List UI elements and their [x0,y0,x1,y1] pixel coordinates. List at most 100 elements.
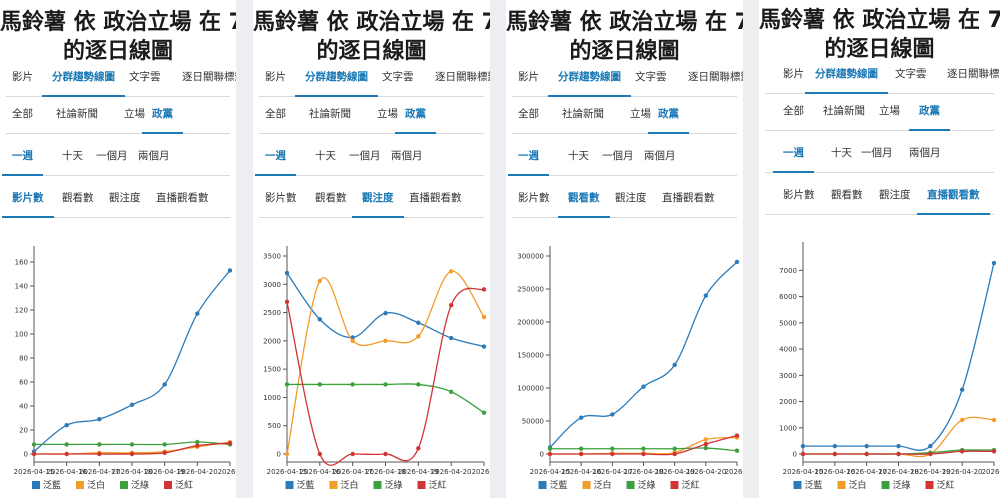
tab-label: 文字雲 [895,68,927,80]
data-point-泛紅 [383,451,388,457]
legend-label-泛白: 泛白 [87,479,105,491]
tab-category-4[interactable]: 政黨 [142,100,183,134]
tab-category-3[interactable]: 立場 [373,100,402,134]
x-tick-label: 2026-04-20 [177,468,218,476]
y-tick-label: 2000 [263,337,281,345]
tab-period-1[interactable]: 一週 [773,139,814,173]
tab-view-1[interactable]: 影片 [8,63,37,97]
tab-category-4[interactable]: 政黨 [909,97,950,131]
title-line-1: 馬鈴薯 依 政治立場 在 7天 [759,8,1000,33]
tab-category-1[interactable]: 全部 [779,97,808,131]
tab-view-1[interactable]: 影片 [261,63,290,97]
tab-category-4[interactable]: 政黨 [395,100,436,134]
tab-period-3[interactable]: 一個月 [92,142,132,176]
tab-divider [6,133,230,134]
tab-category-2[interactable]: 社論新聞 [52,100,102,134]
tab-view-3[interactable]: 文字雲 [891,60,931,94]
y-tick-label: 80 [19,355,28,363]
metric-tabs: 影片數 觀看數 觀注度 直播觀看數 [765,181,1000,215]
tab-label: 影片數 [518,192,550,204]
tab-metric-3[interactable]: 觀注度 [611,184,651,218]
tab-metric-2[interactable]: 觀看數 [311,184,351,218]
y-tick-label: 250000 [517,286,544,294]
tab-label: 影片數 [783,189,815,201]
legend-swatch-泛紅 [164,481,172,489]
tab-metric-4[interactable]: 直播觀看數 [152,184,213,218]
tab-metric-3[interactable]: 觀注度 [105,184,145,218]
tab-view-3[interactable]: 文字雲 [631,63,671,97]
x-tick-label: 2026-04-16 [46,468,87,476]
tab-view-1[interactable]: 影片 [779,60,808,94]
tab-category-3[interactable]: 立場 [120,100,149,134]
tab-label: 全部 [783,105,804,117]
tab-metric-2[interactable]: 觀看數 [827,181,867,215]
tab-period-1[interactable]: 一週 [255,142,296,176]
tab-view-3[interactable]: 文字雲 [378,63,418,97]
tab-metric-2[interactable]: 觀看數 [58,184,98,218]
tab-category-4[interactable]: 政黨 [648,100,689,134]
tab-metric-2[interactable]: 觀看數 [558,184,610,218]
x-tick-label: 2026-04-15 [530,468,571,476]
legend-swatch-泛紅 [417,481,426,489]
tab-label: 社論新聞 [823,105,865,117]
tab-metric-4[interactable]: 直播觀看數 [405,184,466,218]
tab-period-1[interactable]: 一週 [508,142,549,176]
tab-period-3[interactable]: 一個月 [857,139,897,173]
tab-view-1[interactable]: 影片 [514,63,543,97]
tab-category-2[interactable]: 社論新聞 [558,100,608,134]
tab-category-1[interactable]: 全部 [261,100,290,134]
tab-category-2[interactable]: 社論新聞 [819,97,869,131]
tab-metric-1[interactable]: 影片數 [779,181,819,215]
tab-period-3[interactable]: 一個月 [598,142,638,176]
tab-metric-3[interactable]: 觀注度 [352,184,404,218]
data-point-泛紅 [703,441,709,447]
tab-label: 全部 [12,108,33,120]
tab-label: 政黨 [919,105,940,117]
tab-category-3[interactable]: 立場 [875,97,904,131]
data-point-泛藍 [162,382,167,387]
tab-category-2[interactable]: 社論新聞 [305,100,355,134]
tab-period-2[interactable]: 十天 [827,139,856,173]
tab-period-4[interactable]: 兩個月 [640,142,680,176]
data-point-泛綠 [97,442,102,447]
y-tick-label: 1500 [263,366,281,374]
tab-label: 影片 [518,71,539,83]
tab-metric-1[interactable]: 影片數 [261,184,301,218]
tab-category-3[interactable]: 立場 [626,100,655,134]
tab-metric-1[interactable]: 影片數 [2,184,54,218]
active-tab-underline [917,213,990,215]
data-point-泛綠 [610,446,615,451]
tab-label: 直播觀看數 [409,192,462,204]
tab-view-4[interactable]: 逐日關聯標籤 [943,60,1000,94]
y-tick-label: 4000 [779,346,797,354]
tab-period-2[interactable]: 十天 [58,142,87,176]
tab-period-4[interactable]: 兩個月 [134,142,174,176]
active-tab-underline [2,174,43,176]
tab-view-2[interactable]: 分群趨勢線圖 [805,60,888,94]
data-point-泛藍 [481,344,487,349]
tab-view-3[interactable]: 文字雲 [125,63,165,97]
tab-category-1[interactable]: 全部 [514,100,543,134]
tab-period-1[interactable]: 一週 [2,142,43,176]
tab-period-3[interactable]: 一個月 [345,142,385,176]
data-point-泛紅 [317,451,323,457]
tab-view-2[interactable]: 分群趨勢線圖 [295,63,378,97]
data-point-泛綠 [195,439,200,445]
tab-metric-4[interactable]: 直播觀看數 [917,181,990,215]
tab-period-2[interactable]: 十天 [311,142,340,176]
tab-view-4[interactable]: 逐日關聯標籤 [684,63,743,97]
tab-view-4[interactable]: 逐日關聯標籤 [431,63,490,97]
tab-metric-3[interactable]: 觀注度 [875,181,915,215]
tab-view-2[interactable]: 分群趨勢線圖 [548,63,631,97]
tab-period-4[interactable]: 兩個月 [905,139,945,173]
data-point-泛紅 [547,451,553,457]
tab-label: 社論新聞 [56,108,98,120]
tab-view-4[interactable]: 逐日關聯標籤 [178,63,236,97]
tab-view-2[interactable]: 分群趨勢線圖 [42,63,125,97]
tab-category-1[interactable]: 全部 [8,100,37,134]
tab-period-2[interactable]: 十天 [564,142,593,176]
tab-metric-4[interactable]: 直播觀看數 [658,184,719,218]
tab-divider [259,175,484,176]
tab-period-4[interactable]: 兩個月 [387,142,427,176]
tab-metric-1[interactable]: 影片數 [514,184,554,218]
